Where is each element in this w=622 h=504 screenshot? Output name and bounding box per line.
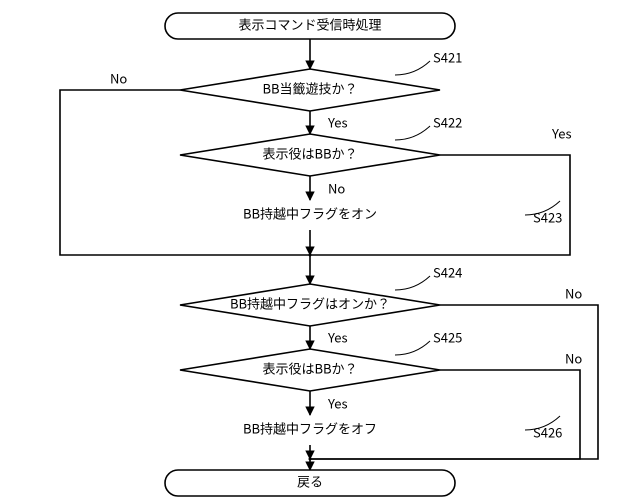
- edge-label: No: [565, 284, 582, 303]
- svg-text:表示役はBBか？: 表示役はBBか？: [262, 359, 357, 378]
- step-tag: S423: [533, 208, 562, 227]
- step-tag: S425: [433, 328, 462, 347]
- svg-text:BB持越中フラグはオンか？: BB持越中フラグはオンか？: [230, 294, 390, 313]
- flowchart: Yes No No Yes Yes Yes No No 表示コマンド受信時処理 BB当籤遊技か？ S…: [0, 0, 622, 504]
- svg-text:BB当籤遊技か？: BB当籤遊技か？: [262, 79, 357, 98]
- edge-label: Yes: [327, 394, 348, 413]
- svg-text:表示役はBBか？: 表示役はBBか？: [262, 144, 357, 163]
- svg-text:BB持越中フラグをオン: BB持越中フラグをオン: [243, 204, 377, 223]
- step-tag: S422: [433, 113, 462, 132]
- edge-label: No: [565, 349, 582, 368]
- step-tag: S424: [433, 263, 462, 282]
- edge-label: No: [110, 69, 127, 88]
- edge-label: No: [328, 179, 345, 198]
- edge-label: Yes: [327, 328, 348, 347]
- step-tag: S421: [433, 48, 462, 67]
- step-tag: S426: [533, 423, 562, 442]
- edge-label: Yes: [551, 124, 572, 143]
- svg-text:表示コマンド受信時処理: 表示コマンド受信時処理: [238, 15, 381, 34]
- svg-text:戻る: 戻る: [297, 472, 323, 491]
- svg-text:BB持越中フラグをオフ: BB持越中フラグをオフ: [243, 419, 377, 438]
- edge-label: Yes: [327, 113, 348, 132]
